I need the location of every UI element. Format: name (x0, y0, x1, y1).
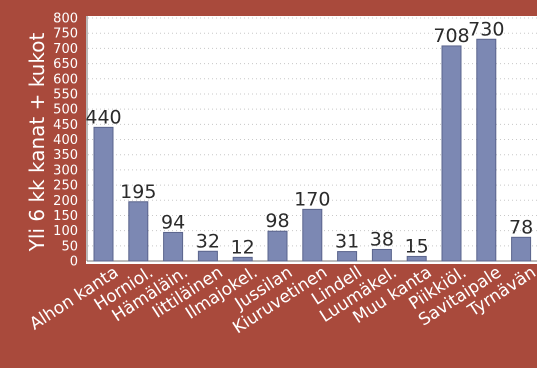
bar (232, 256, 253, 262)
bar (511, 236, 532, 262)
y-tick-label: 700 (53, 42, 78, 57)
bar (337, 251, 358, 262)
y-tick-label: 400 (53, 133, 78, 148)
y-tick-label: 50 (61, 239, 78, 254)
bar-value-label: 78 (509, 216, 533, 238)
bar-value-label: 15 (405, 235, 429, 257)
y-tick-label: 350 (53, 148, 78, 163)
bar (302, 208, 323, 262)
y-tick-label: 750 (53, 27, 78, 42)
y-tick-label: 200 (53, 194, 78, 209)
y-tick-label: 550 (53, 87, 78, 102)
bar-value-label: 440 (85, 106, 121, 128)
bar (441, 45, 462, 262)
y-tick-label: 800 (53, 12, 78, 27)
bar (267, 230, 288, 262)
bars (93, 38, 532, 262)
bar (371, 248, 392, 262)
category-labels: Alhon kantaHorniol.Hämäläin.IittiläinenI… (26, 262, 537, 338)
y-axis-ticks: 0501001502002503003504004505005506006507… (53, 12, 78, 270)
y-tick-label: 250 (53, 179, 78, 194)
bar-value-label: 170 (294, 188, 330, 210)
bar-value-label: 98 (265, 210, 289, 232)
bar (406, 255, 427, 262)
y-tick-label: 150 (53, 209, 78, 224)
y-tick-label: 100 (53, 224, 78, 239)
y-tick-label: 450 (53, 118, 78, 133)
bar-value-label: 730 (468, 18, 504, 40)
bar-value-label: 708 (433, 25, 469, 47)
bar-value-label: 38 (370, 228, 394, 250)
y-axis-label: Yli 6 kk kanat + kukot (25, 33, 49, 253)
bar (476, 38, 497, 262)
y-tick-label: 500 (53, 103, 78, 118)
y-tick-label: 300 (53, 163, 78, 178)
bar-value-label: 32 (196, 230, 220, 252)
bar (163, 231, 184, 262)
bar (197, 250, 218, 262)
y-tick-label: 0 (70, 255, 78, 270)
bar (128, 201, 149, 262)
bar-value-label: 31 (335, 231, 359, 253)
bar-value-label: 195 (120, 181, 156, 203)
bar-value-label: 94 (161, 211, 185, 233)
bar-value-label: 12 (231, 236, 255, 258)
y-tick-label: 650 (53, 57, 78, 72)
bar (93, 126, 114, 262)
y-tick-label: 600 (53, 72, 78, 87)
